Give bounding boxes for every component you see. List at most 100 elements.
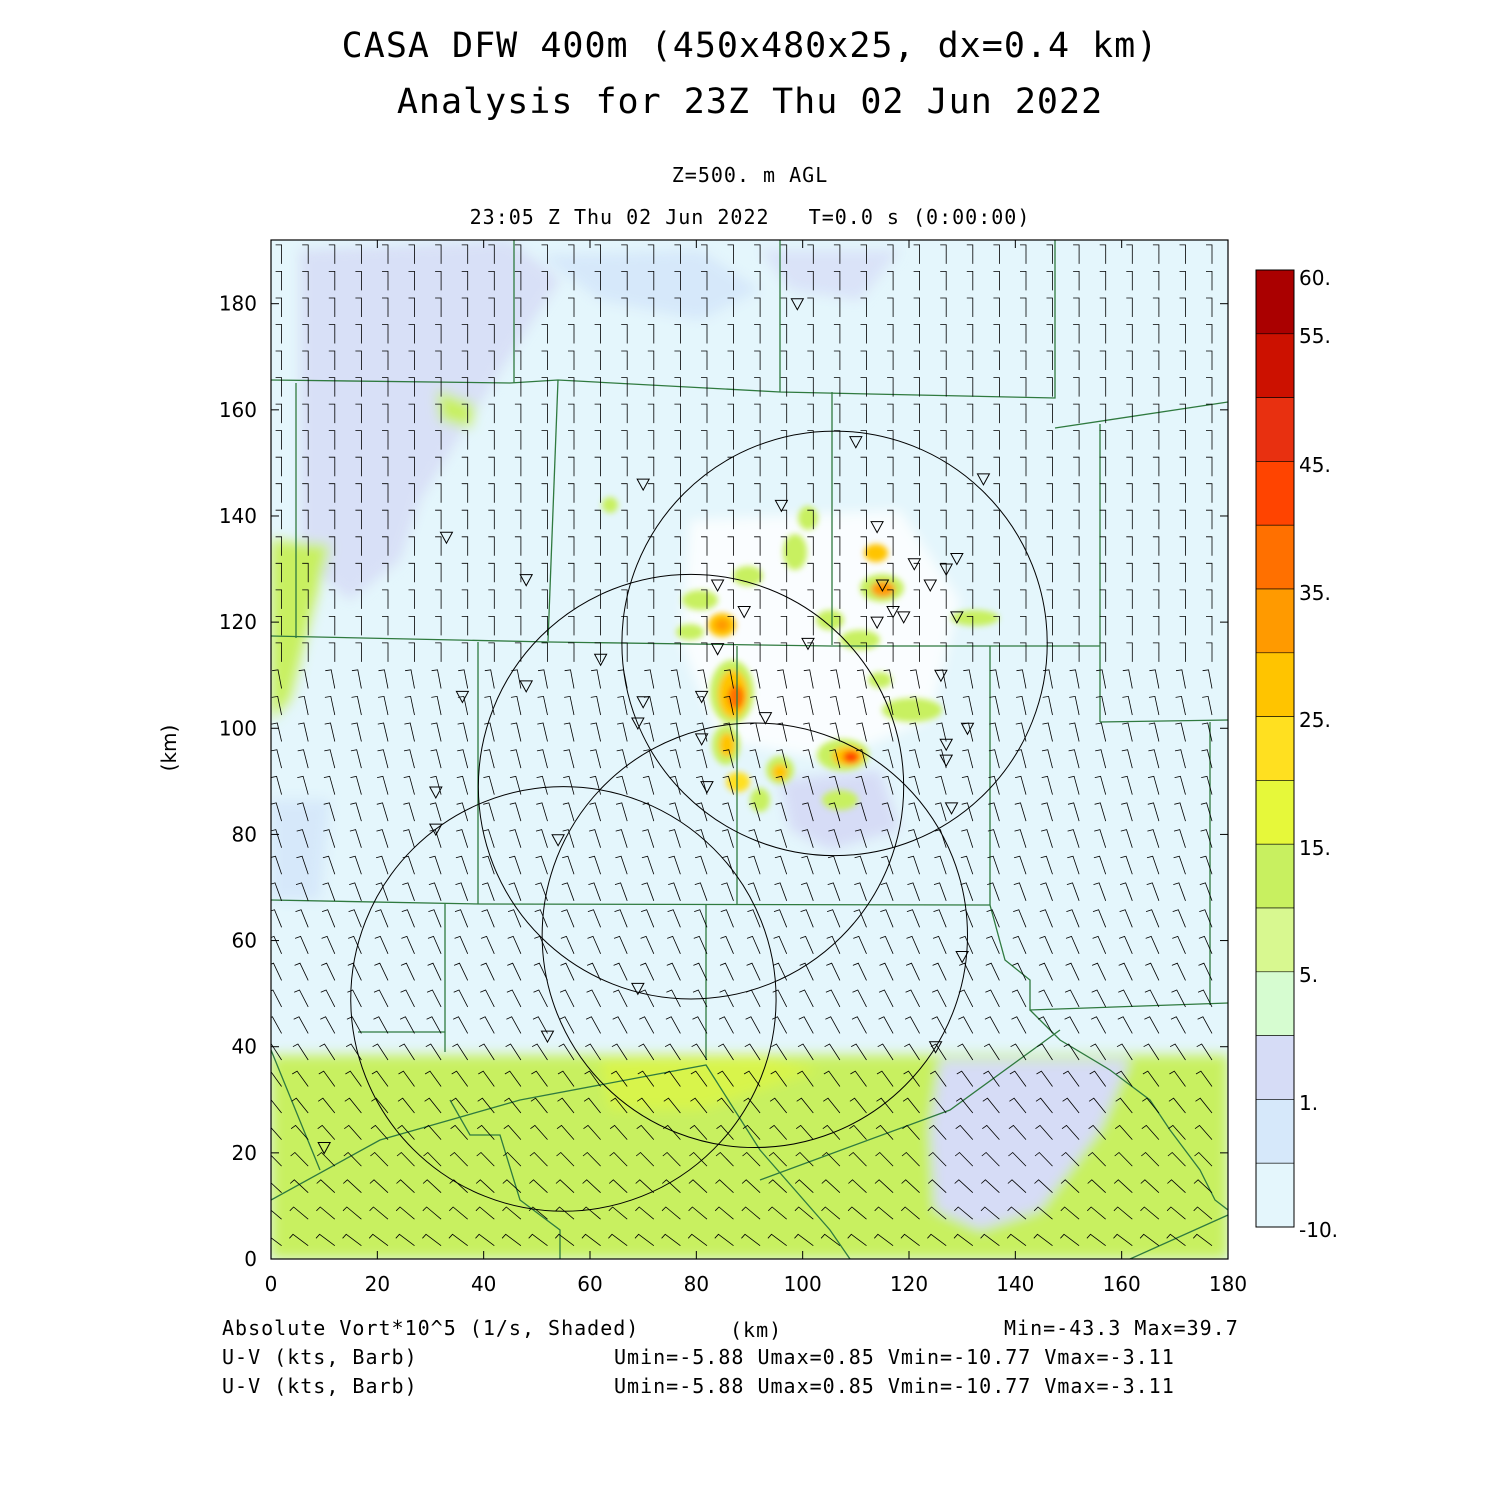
wind-barb <box>405 669 415 689</box>
wind-barb <box>541 536 548 556</box>
wind-barb <box>435 324 442 344</box>
wind-barb <box>563 722 575 742</box>
wind-barb <box>641 882 655 901</box>
station-marker <box>870 521 884 534</box>
wind-barb <box>833 589 841 609</box>
wind-barb <box>594 297 601 317</box>
wind-barb <box>461 456 469 477</box>
wind-barb <box>1152 456 1160 477</box>
wind-barb <box>993 562 1000 583</box>
station-marker <box>955 950 970 964</box>
wind-barb <box>748 802 761 822</box>
wind-barb <box>408 430 415 450</box>
wind-barb <box>1202 669 1213 689</box>
wind-barb <box>940 483 947 503</box>
wind-barb <box>298 695 309 716</box>
wind-barb <box>461 536 469 556</box>
wind-barb <box>302 377 309 397</box>
wind-barb <box>568 616 575 636</box>
wind-barb <box>488 483 495 503</box>
wind-barb <box>541 350 548 370</box>
wind-barb <box>400 989 415 1008</box>
wind-barb <box>1094 775 1107 795</box>
radar-ring <box>541 722 968 1149</box>
wind-barb <box>355 589 362 609</box>
wind-barb <box>1179 244 1186 264</box>
colorbar-swatch <box>1255 269 1295 335</box>
wind-barb <box>613 989 628 1008</box>
wind-barb <box>826 935 841 954</box>
wind-barb <box>887 509 894 530</box>
wind-barb <box>430 775 442 795</box>
wind-barb <box>775 802 788 822</box>
wind-barb <box>802 749 814 769</box>
wind-barb <box>966 403 974 424</box>
wind-barb <box>1166 1233 1186 1247</box>
wind-barb <box>302 589 309 609</box>
wind-barb <box>369 1179 389 1193</box>
wind-barb <box>954 1206 974 1220</box>
x-tick-label: 140 <box>996 1272 1034 1296</box>
wind-barb <box>1020 403 1027 424</box>
wind-barb <box>275 536 282 556</box>
wind-barb <box>382 377 389 397</box>
wind-barb <box>581 1233 601 1247</box>
wind-barb <box>833 642 841 662</box>
wind-barb <box>555 1206 575 1220</box>
wind-barb <box>1099 536 1107 556</box>
wind-barb <box>275 244 282 264</box>
wind-barb <box>1073 350 1080 370</box>
wind-barb <box>568 483 575 503</box>
wind-barb <box>480 989 495 1008</box>
wind-barb <box>355 271 362 291</box>
wind-barb <box>768 1151 787 1167</box>
station-marker <box>455 690 470 704</box>
wind-barb <box>714 1233 734 1247</box>
wind-barb <box>727 562 734 583</box>
wind-barb <box>506 1016 522 1034</box>
wind-barb <box>585 1043 601 1061</box>
colorbar-swatch <box>1255 1035 1295 1100</box>
wind-barb <box>852 989 867 1008</box>
wind-barb <box>582 1179 601 1193</box>
wind-barb <box>1200 802 1213 822</box>
wind-barb <box>1099 456 1107 477</box>
wind-barb <box>1067 829 1080 848</box>
wind-barb <box>647 642 655 662</box>
wind-barb <box>879 962 894 981</box>
wind-barb <box>936 722 947 742</box>
wind-barb <box>594 456 601 477</box>
wind-barb <box>454 909 469 928</box>
wind-barb <box>375 855 389 875</box>
wind-barb <box>382 509 389 530</box>
wind-barb <box>1152 377 1160 397</box>
wind-barb <box>1039 909 1053 928</box>
wind-barb <box>594 350 601 370</box>
wind-barb <box>1099 589 1107 609</box>
wind-barb <box>588 882 601 901</box>
wind-barb <box>750 669 761 689</box>
wind-barb <box>940 297 947 317</box>
wind-barb <box>594 244 601 264</box>
wind-barb <box>1169 1043 1186 1061</box>
wind-barb <box>594 616 601 636</box>
wind-barb <box>355 509 362 530</box>
wind-barb <box>346 1016 362 1034</box>
wind-barb <box>317 1124 336 1140</box>
wind-barb <box>1115 1097 1133 1114</box>
station-markers <box>317 298 991 1155</box>
wind-barb <box>981 1179 1000 1193</box>
colorbar-label: 60. <box>1299 266 1331 290</box>
x-tick-label: 80 <box>684 1272 709 1296</box>
wind-barb <box>905 989 920 1008</box>
wind-barb <box>1020 483 1027 503</box>
wind-barb <box>854 829 867 848</box>
wind-barb <box>1179 536 1186 556</box>
wind-barb <box>1174 802 1186 822</box>
wind-barb <box>355 430 362 450</box>
wind-barb <box>1121 749 1133 769</box>
wind-barb <box>355 642 362 662</box>
wind-barb <box>1046 430 1053 450</box>
wind-barb <box>320 1016 336 1034</box>
wind-barb <box>1037 1016 1053 1034</box>
